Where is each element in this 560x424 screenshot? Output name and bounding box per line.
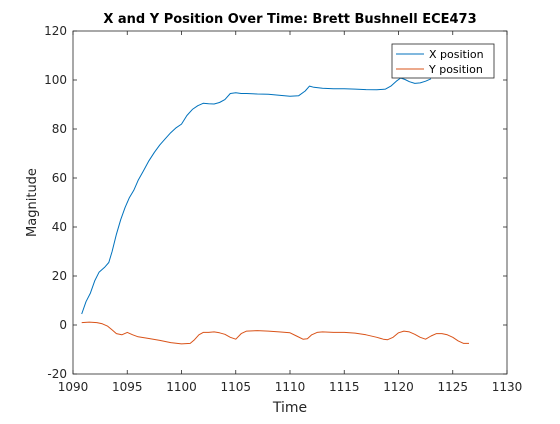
legend-label: X position: [429, 48, 484, 61]
legend-box: [391, 43, 495, 79]
series-line-y-position: [81, 321, 469, 345]
x-axis-label: Time: [272, 400, 307, 416]
y-tick-label: 60: [52, 171, 67, 185]
x-tick-label: 1130: [492, 380, 523, 394]
x-tick-label: 1125: [437, 380, 468, 394]
x-tick-label: 1105: [220, 380, 251, 394]
y-axis-label: Magnitude: [25, 168, 40, 237]
axis-ticks: 1090 1095 1100 1105 1110 1115 1120 1125 1130 -20 0…: [44, 24, 522, 394]
legend: X position Y position: [391, 43, 495, 79]
y-tick-label: 40: [52, 220, 67, 234]
y-tick-label: 80: [52, 122, 67, 136]
series-layer: [81, 77, 469, 345]
x-tick-label: 1110: [275, 380, 306, 394]
plot-area: [73, 31, 507, 374]
y-tick-label: 20: [52, 269, 67, 283]
y-tick-label: 0: [59, 318, 67, 332]
y-tick-label: 100: [44, 73, 67, 87]
x-tick-label: 1120: [383, 380, 414, 394]
chart-title: X and Y Position Over Time: Brett Bushne…: [103, 12, 476, 27]
y-tick-label: 120: [44, 24, 67, 38]
series-line-x-position: [81, 77, 432, 315]
legend-label: Y position: [428, 63, 483, 76]
x-tick-label: 1095: [112, 380, 143, 394]
plot-frame: [72, 30, 508, 375]
x-tick-label: 1115: [329, 380, 360, 394]
y-tick-label: -20: [47, 367, 67, 381]
x-tick-label: 1090: [58, 380, 89, 394]
x-tick-label: 1100: [166, 380, 197, 394]
